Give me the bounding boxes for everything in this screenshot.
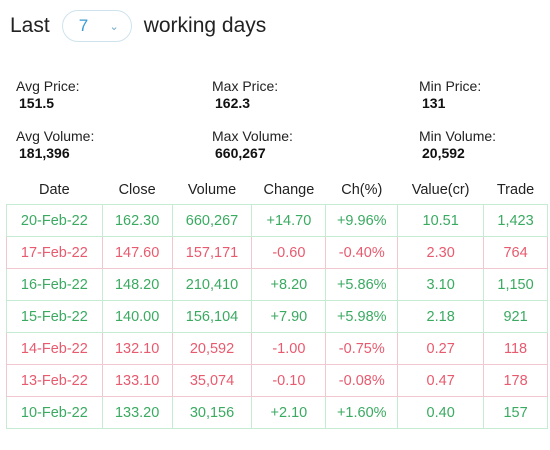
cell-trade: 157 — [483, 396, 548, 429]
cell-value: 2.30 — [397, 236, 485, 269]
cell-value: 0.47 — [397, 364, 485, 397]
stat-label: Max Volume: — [212, 128, 293, 144]
stat-label: Avg Price: — [16, 78, 80, 94]
cell-value: 2.18 — [397, 300, 485, 333]
table-row: 20-Feb-22 162.30 660,267 +14.70 +9.96% 1… — [6, 204, 548, 237]
column-header-change: Change — [263, 182, 315, 198]
table-row: 10-Feb-22 133.20 30,156 +2.10 +1.60% 0.4… — [6, 396, 548, 429]
cell-close: 133.20 — [101, 396, 173, 429]
stat-value: 20,592 — [422, 145, 465, 161]
period-suffix: working days — [143, 14, 267, 37]
cell-change-percent: -0.08% — [325, 364, 399, 397]
stat-min-price: Min Price: 131 — [419, 78, 481, 112]
stat-value: 181,396 — [19, 145, 70, 161]
stat-label: Avg Volume: — [16, 128, 95, 144]
cell-change: +14.70 — [251, 204, 327, 237]
days-select-value: 7 — [78, 16, 89, 35]
cell-value: 3.10 — [397, 268, 485, 301]
cell-volume: 157,171 — [171, 236, 253, 269]
cell-close: 132.10 — [101, 332, 173, 365]
cell-volume: 30,156 — [171, 396, 253, 429]
cell-date: 14-Feb-22 — [6, 332, 103, 365]
table-row: 15-Feb-22 140.00 156,104 +7.90 +5.98% 2.… — [6, 300, 548, 333]
stat-max-price: Max Price: 162.3 — [212, 78, 278, 112]
stat-avg-price: Avg Price: 151.5 — [16, 78, 80, 112]
cell-close: 147.60 — [101, 236, 173, 269]
table-row: 16-Feb-22 148.20 210,410 +8.20 +5.86% 3.… — [6, 268, 548, 301]
cell-change: +2.10 — [251, 396, 327, 429]
cell-date: 15-Feb-22 — [6, 300, 103, 333]
column-header-close: Close — [118, 182, 156, 198]
table-body: 20-Feb-22 162.30 660,267 +14.70 +9.96% 1… — [6, 204, 548, 429]
cell-change-percent: +5.98% — [325, 300, 399, 333]
cell-change-percent: -0.75% — [325, 332, 399, 365]
cell-close: 148.20 — [101, 268, 173, 301]
cell-change: +8.20 — [251, 268, 327, 301]
table-row: 17-Feb-22 147.60 157,171 -0.60 -0.40% 2.… — [6, 236, 548, 269]
cell-volume: 660,267 — [171, 204, 253, 237]
price-history-table: Date Close Volume Change Ch(%) Value(cr)… — [6, 176, 548, 429]
stat-label: Min Price: — [419, 78, 482, 94]
cell-date: 17-Feb-22 — [6, 236, 103, 269]
stat-value: 162.3 — [215, 95, 251, 111]
cell-change: +7.90 — [251, 300, 327, 333]
stat-value: 660,267 — [215, 145, 266, 161]
stat-min-volume: Min Volume: 20,592 — [419, 128, 496, 162]
column-header-trade: Trade — [496, 182, 535, 198]
stat-label: Min Volume: — [419, 128, 497, 144]
cell-change-percent: -0.40% — [325, 236, 399, 269]
cell-close: 162.30 — [101, 204, 173, 237]
cell-close: 140.00 — [101, 300, 173, 333]
column-header-volume: Volume — [187, 182, 237, 198]
cell-trade: 118 — [483, 332, 548, 365]
cell-volume: 156,104 — [171, 300, 253, 333]
cell-volume: 210,410 — [171, 268, 253, 301]
column-header-change-percent: Ch(%) — [341, 182, 383, 198]
cell-volume: 20,592 — [171, 332, 253, 365]
cell-change: -0.60 — [251, 236, 327, 269]
table-row: 14-Feb-22 132.10 20,592 -1.00 -0.75% 0.2… — [6, 332, 548, 365]
cell-change: -0.10 — [251, 364, 327, 397]
cell-value: 0.40 — [397, 396, 485, 429]
column-header-value: Value(cr) — [411, 182, 470, 198]
cell-trade: 178 — [483, 364, 548, 397]
cell-date: 10-Feb-22 — [6, 396, 103, 429]
stat-max-volume: Max Volume: 660,267 — [212, 128, 293, 162]
period-prefix: Last — [10, 14, 50, 37]
cell-date: 16-Feb-22 — [6, 268, 103, 301]
cell-date: 13-Feb-22 — [6, 364, 103, 397]
cell-trade: 764 — [483, 236, 548, 269]
stat-avg-volume: Avg Volume: 181,396 — [16, 128, 94, 162]
period-header: Last 7 ⌄ working days — [10, 8, 266, 44]
days-select[interactable]: 7 ⌄ — [61, 10, 132, 42]
cell-trade: 1,423 — [483, 204, 548, 237]
cell-change-percent: +5.86% — [325, 268, 399, 301]
cell-value: 10.51 — [397, 204, 485, 237]
cell-change-percent: +1.60% — [325, 396, 399, 429]
stat-label: Max Price: — [212, 78, 279, 94]
stat-value: 131 — [422, 95, 446, 111]
cell-date: 20-Feb-22 — [6, 204, 103, 237]
column-header-date: Date — [39, 182, 70, 198]
cell-trade: 1,150 — [483, 268, 548, 301]
chevron-down-icon: ⌄ — [109, 20, 119, 33]
stat-value: 151.5 — [19, 95, 55, 111]
cell-change-percent: +9.96% — [325, 204, 399, 237]
table-row: 13-Feb-22 133.10 35,074 -0.10 -0.08% 0.4… — [6, 364, 548, 397]
cell-trade: 921 — [483, 300, 548, 333]
cell-value: 0.27 — [397, 332, 485, 365]
table-header-row: Date Close Volume Change Ch(%) Value(cr)… — [7, 176, 548, 205]
cell-close: 133.10 — [101, 364, 173, 397]
cell-change: -1.00 — [251, 332, 327, 365]
cell-volume: 35,074 — [171, 364, 253, 397]
